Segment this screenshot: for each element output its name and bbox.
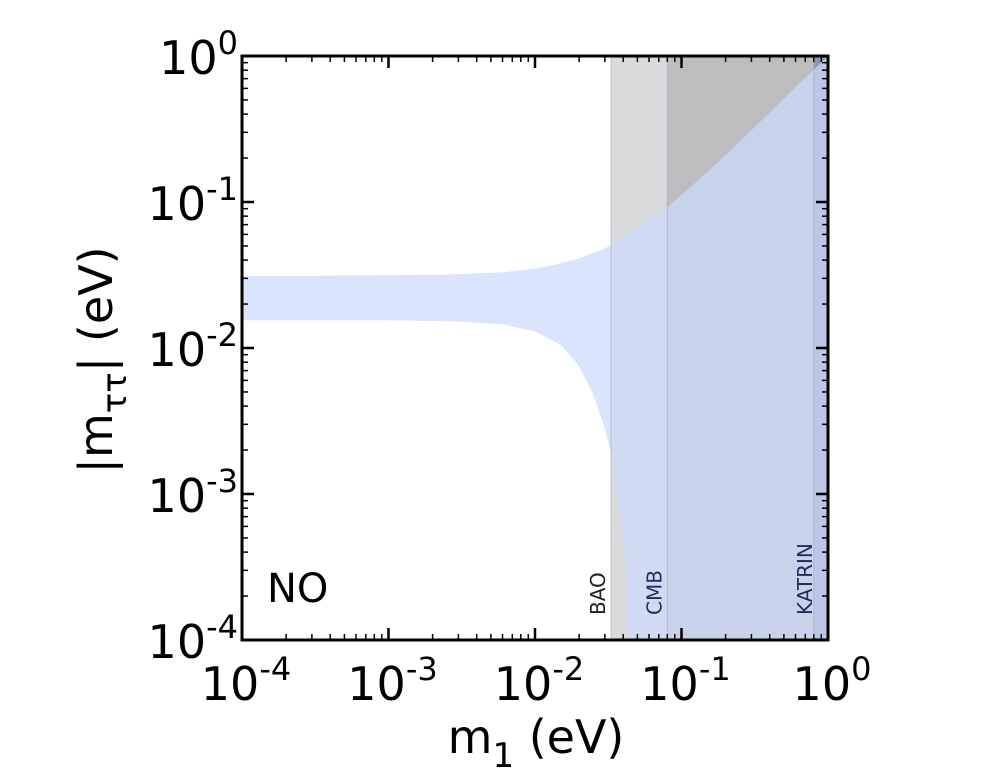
tick-labels: 10-4 10-3 10-2 10-1 100 10-4 10-3 10-2 10-1 100	[148, 24, 872, 711]
y-tick-label: 10-2	[148, 316, 238, 377]
x-axis-title: m1 (eV)	[448, 710, 625, 774]
plot-area	[242, 56, 828, 640]
region-label-bao: BAO	[586, 572, 610, 615]
x-tick-label: 100	[793, 650, 872, 711]
y-tick-label: 10-4	[148, 608, 238, 669]
y-tick-label: 100	[159, 24, 238, 85]
panel-label: NO	[267, 566, 328, 612]
y-axis-title: |mττ| (eV)	[69, 246, 135, 473]
x-tick-label: 10-3	[347, 650, 437, 711]
y-tick-label: 10-1	[148, 170, 238, 231]
region-label-cmb: CMB	[642, 570, 666, 615]
allowed-band	[242, 56, 828, 640]
x-tick-label: 10-4	[201, 650, 291, 711]
plot-frame	[240, 54, 830, 642]
x-tick-label: 10-1	[640, 650, 730, 711]
region-labels: BAO CMB KATRIN	[586, 543, 817, 615]
y-tick-label: 10-3	[148, 462, 238, 523]
region-label-katrin: KATRIN	[793, 543, 817, 615]
x-tick-label: 10-2	[494, 650, 584, 711]
